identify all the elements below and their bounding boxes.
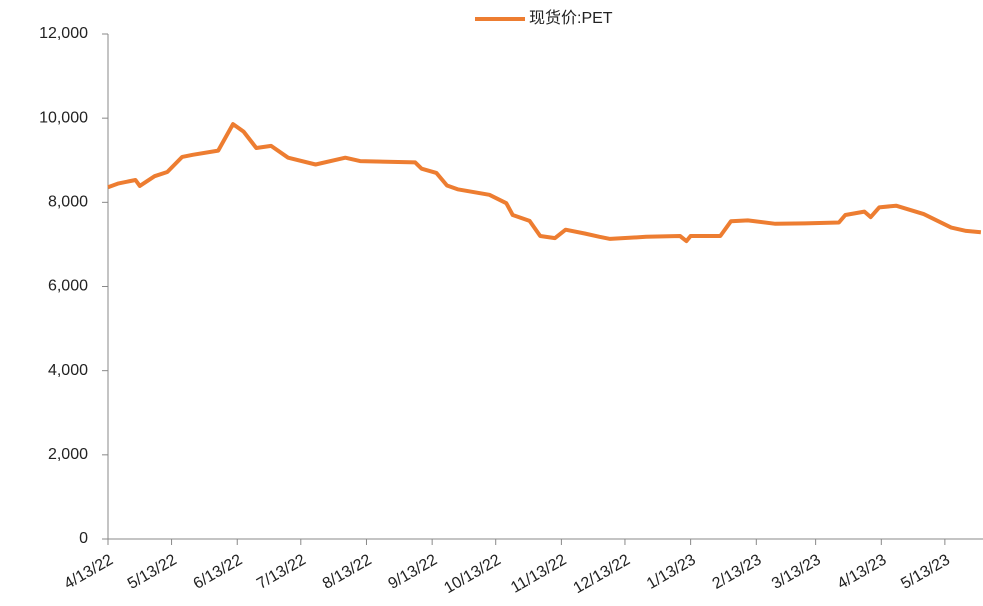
x-tick-label: 4/13/23: [835, 551, 890, 592]
legend-label: 现货价:PET: [529, 9, 613, 27]
x-tick-label: 4/13/22: [61, 551, 116, 592]
y-tick-label: 6,000: [48, 278, 88, 295]
y-tick-label: 0: [79, 530, 88, 547]
x-tick-label: 8/13/22: [320, 551, 375, 592]
y-tick-label: 8,000: [48, 194, 88, 211]
y-tick-label: 2,000: [48, 446, 88, 463]
y-tick-label: 12,000: [39, 25, 88, 42]
x-tick-label: 10/13/22: [441, 551, 504, 597]
x-tick-label: 11/13/22: [508, 551, 570, 596]
x-tick-label: 9/13/22: [386, 551, 441, 592]
x-tick-label: 7/13/22: [254, 551, 309, 592]
x-tick-label: 5/13/22: [125, 551, 180, 592]
y-tick-label: 10,000: [39, 109, 88, 126]
x-tick-label: 2/13/23: [710, 551, 765, 592]
x-tick-label: 1/13/23: [644, 551, 699, 592]
x-tick-label: 12/13/22: [571, 551, 634, 597]
x-tick-label: 3/13/23: [769, 551, 824, 592]
series-line: [107, 122, 982, 244]
y-tick-label: 4,000: [48, 362, 88, 379]
x-tick-label: 5/13/23: [898, 551, 953, 592]
x-tick-label: 6/13/22: [191, 551, 246, 592]
